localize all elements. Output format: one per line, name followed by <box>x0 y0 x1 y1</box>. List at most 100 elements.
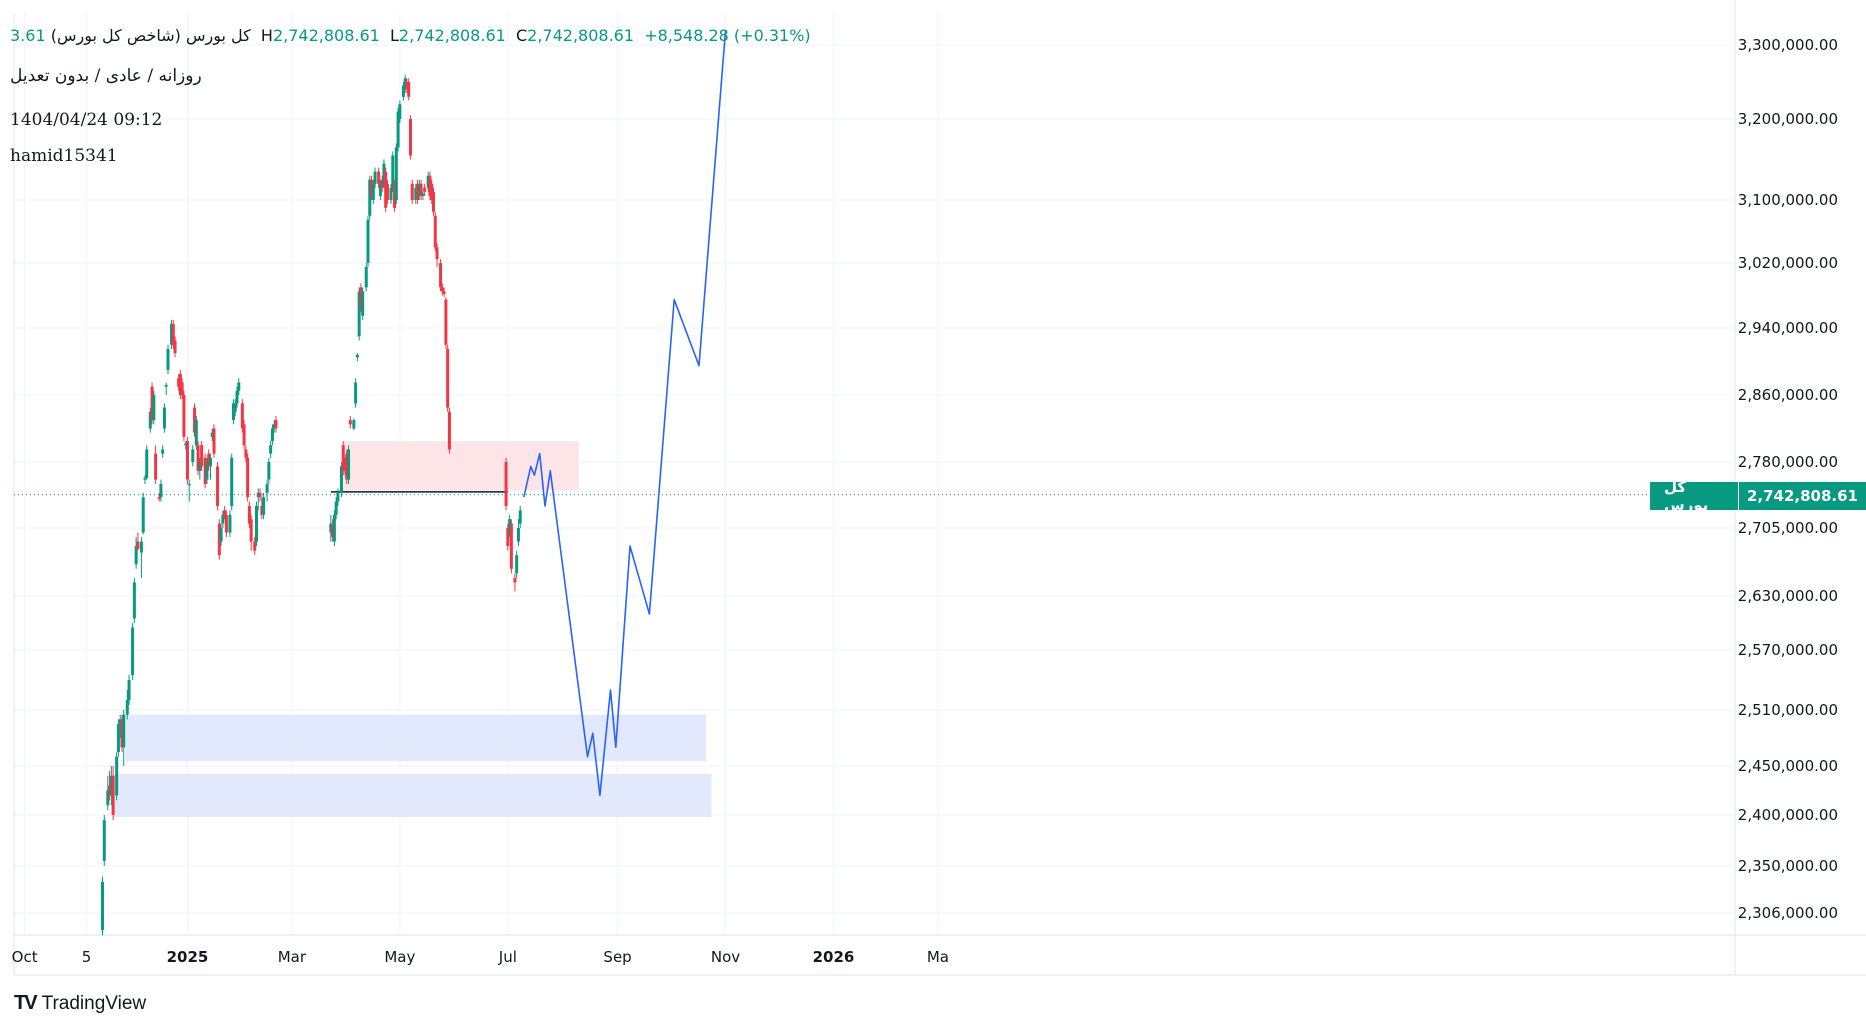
candle-body <box>444 299 448 345</box>
price-tick-label: 2,450,000.00 <box>1738 757 1838 775</box>
candle-body <box>516 528 520 542</box>
candle-body <box>265 484 269 493</box>
candle-body <box>136 541 140 549</box>
candle-body <box>373 171 377 184</box>
price-tick-label: 2,400,000.00 <box>1738 806 1838 824</box>
candle-body <box>515 555 519 574</box>
candle-body <box>102 820 106 861</box>
candle-body <box>194 420 198 446</box>
candle-body <box>118 719 122 724</box>
candle-body <box>217 523 221 556</box>
candle-body <box>231 403 235 421</box>
candle-body <box>256 492 260 498</box>
price-tick-label: 2,860,000.00 <box>1738 386 1838 404</box>
candle-body <box>339 466 343 493</box>
candle-body <box>355 354 359 358</box>
candle-body <box>152 395 156 421</box>
candle-body <box>343 462 347 471</box>
candle-body <box>393 183 397 208</box>
candle-body <box>513 577 517 583</box>
candle-body <box>442 291 446 294</box>
projection-line <box>523 30 727 797</box>
candle-body <box>166 348 170 370</box>
candle-body <box>371 183 375 200</box>
candle-body <box>423 187 427 192</box>
candle-body <box>431 191 435 212</box>
axes: 3,300,000.00 3,200,000.00 3,100,000.00 3,02… <box>12 36 1838 966</box>
high-value: 2,742,808.61 <box>272 26 380 45</box>
candle-body <box>341 445 345 471</box>
candle-body <box>380 179 384 188</box>
candle-body <box>389 187 393 200</box>
time-tick-label: Oct <box>12 948 38 966</box>
candle-body <box>403 78 407 90</box>
candle-body <box>417 183 421 196</box>
candle-body <box>173 340 177 354</box>
candle-body <box>141 497 145 533</box>
candle-body <box>134 546 138 565</box>
candle-body <box>182 395 186 437</box>
candle-body <box>148 411 152 429</box>
time-tick-label: 2025 <box>167 948 209 966</box>
candle-body <box>111 775 115 815</box>
candle-body <box>334 501 338 515</box>
candle-body <box>224 514 228 533</box>
candle-body <box>426 175 430 188</box>
candle-body <box>150 386 154 421</box>
candle-body <box>359 287 363 308</box>
candle-body <box>198 462 202 471</box>
candle-body <box>414 187 418 200</box>
candle-body <box>139 541 143 553</box>
low-value: 2,742,808.61 <box>398 26 506 45</box>
candle-body <box>187 484 191 485</box>
candle-body <box>435 247 439 260</box>
candle-body <box>122 714 126 748</box>
candle-body <box>354 382 358 404</box>
candle-body <box>162 407 166 429</box>
candle-body <box>246 457 250 498</box>
candle-body <box>370 179 374 196</box>
candle-body <box>258 492 262 498</box>
time-tick-label: Nov <box>711 948 740 966</box>
candle-body <box>157 497 161 499</box>
candle-body <box>364 267 368 288</box>
low-label: L <box>390 26 399 45</box>
price-tick-label: 2,570,000.00 <box>1738 641 1838 659</box>
candle-body <box>185 441 189 480</box>
candle-body <box>184 443 188 446</box>
zones <box>113 441 712 818</box>
candle-body <box>260 506 264 515</box>
candle-body <box>378 183 382 196</box>
price-tick-label: 2,350,000.00 <box>1738 857 1838 875</box>
candle-body <box>366 219 370 263</box>
candle-body <box>242 424 246 446</box>
candle-body <box>127 680 131 700</box>
price-tick-label: 2,630,000.00 <box>1738 587 1838 605</box>
candle-body <box>416 183 420 200</box>
candle-body <box>193 407 197 433</box>
candle-body <box>159 484 163 498</box>
candle-body <box>109 775 113 796</box>
open-value: 3.61 <box>10 26 46 45</box>
candle-body <box>212 428 216 454</box>
candle-body <box>509 523 513 569</box>
candle-body <box>178 374 182 395</box>
candle-body <box>154 453 158 480</box>
demand-zone <box>113 773 712 818</box>
candle-body <box>518 510 522 524</box>
symbol-legend: کل بورس (شاخص کل بورس) 3.61 H2,742,808.6… <box>10 26 811 45</box>
time-tick-label: Jul <box>498 948 517 966</box>
author-label: hamid15341 <box>10 146 118 166</box>
candle-body <box>361 291 365 316</box>
candle-body <box>254 506 258 542</box>
candle-body <box>267 462 271 480</box>
last-price-tag: کل بورس 2,742,808.61 <box>1650 478 1866 514</box>
tradingview-brand[interactable]: TV TradingView <box>14 992 146 1015</box>
candle-body <box>210 432 214 437</box>
candle-body <box>145 449 149 478</box>
candle-body <box>440 287 444 292</box>
grid-lines <box>13 0 1866 976</box>
candle-body <box>401 85 405 97</box>
price-tag-name: کل بورس <box>1650 478 1739 514</box>
